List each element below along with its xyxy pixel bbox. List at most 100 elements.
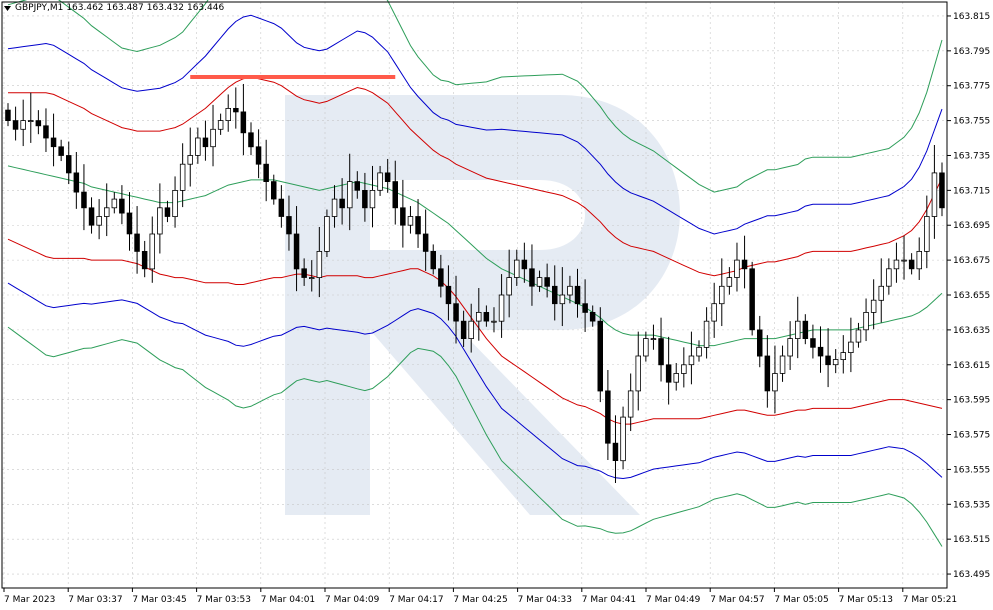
- candle-body: [567, 285, 573, 296]
- price-tick-label: 163.815: [953, 12, 990, 22]
- candle-body: [346, 181, 353, 209]
- candle-body: [422, 233, 429, 252]
- close-value: 163.446: [186, 3, 225, 13]
- candle-body: [696, 346, 702, 357]
- candle-body: [719, 285, 725, 305]
- chart-header: GBPJPY,M1 163.462 163.487 163.432 163.44…: [4, 3, 224, 13]
- candle-body: [688, 355, 695, 366]
- time-tick-label: 7 Mar 04:41: [582, 595, 636, 605]
- candle-body: [141, 250, 148, 270]
- candle-body: [893, 259, 900, 270]
- candle-body: [544, 277, 550, 287]
- candle-body: [901, 259, 907, 262]
- candle-body: [286, 216, 292, 235]
- candle-body: [164, 207, 171, 217]
- candle-body: [658, 338, 664, 366]
- price-tick-label: 163.735: [953, 151, 990, 161]
- candle-body: [111, 198, 118, 209]
- candle-body: [96, 216, 102, 226]
- symbol-label: GBPJPY,M1: [15, 3, 64, 13]
- candle-body: [35, 120, 42, 127]
- candle-body: [354, 181, 360, 191]
- price-tick-label: 163.575: [953, 431, 990, 441]
- candle-body: [202, 137, 209, 148]
- candle-body: [225, 108, 231, 122]
- band-upper-outer: [7, 0, 943, 193]
- candle-body: [589, 311, 596, 322]
- candle-body: [703, 320, 710, 348]
- candle-body: [529, 268, 535, 287]
- candle-body: [58, 146, 64, 156]
- candle-body: [172, 189, 178, 217]
- candle-body: [878, 285, 885, 301]
- time-tick-label: 7 Mar 04:17: [389, 595, 443, 605]
- candle-body: [612, 442, 619, 462]
- candle-body: [179, 163, 186, 191]
- price-tick-label: 163.635: [953, 326, 990, 336]
- candle-body: [263, 163, 269, 182]
- time-tick-label: 7 Mar 04:01: [261, 595, 315, 605]
- candle-body: [817, 346, 824, 357]
- low-value: 163.432: [146, 3, 184, 13]
- candle-body: [27, 120, 34, 122]
- price-tick-label: 163.535: [953, 500, 990, 510]
- candle-body: [855, 329, 862, 343]
- candle-body: [506, 277, 512, 296]
- candle-body: [552, 285, 558, 305]
- candle-body: [514, 259, 520, 278]
- candle-body: [430, 250, 436, 270]
- price-tick-label: 163.555: [953, 465, 990, 475]
- envelope-bands: [7, 0, 943, 547]
- candle-body: [475, 311, 482, 322]
- candle-body: [931, 172, 938, 217]
- candle-body: [438, 268, 444, 287]
- candle-body: [764, 355, 771, 392]
- candle-body: [574, 285, 581, 305]
- candle-body: [779, 355, 786, 374]
- candle-body: [217, 120, 224, 130]
- candlesticks: [5, 83, 945, 484]
- candle-body: [134, 233, 140, 252]
- candle-body: [407, 216, 414, 226]
- candle-body: [650, 338, 657, 341]
- candle-body: [233, 108, 239, 113]
- candle-body: [210, 128, 216, 148]
- candle-body: [726, 277, 733, 287]
- candle-body: [453, 303, 459, 322]
- time-tick-label: 7 Mar 05:13: [839, 595, 893, 605]
- time-tick-label: 7 Mar 04:49: [646, 595, 701, 605]
- price-tick-label: 163.755: [953, 117, 990, 127]
- candle-body: [810, 338, 816, 348]
- candle-body: [339, 198, 345, 209]
- candle-body: [795, 320, 801, 340]
- candle-body: [331, 198, 338, 217]
- candle-body: [392, 181, 398, 209]
- candle-body: [187, 155, 193, 165]
- time-tick-label: 7 Mar 04:09: [325, 595, 380, 605]
- candle-body: [377, 172, 383, 191]
- chart-type-icon: [4, 6, 11, 11]
- candle-body: [620, 416, 626, 462]
- candle-body: [362, 189, 368, 209]
- candle-body: [415, 216, 421, 235]
- candle-body: [908, 259, 915, 270]
- price-tick-label: 163.795: [953, 47, 990, 57]
- candle-body: [643, 338, 649, 357]
- candle-body: [681, 364, 687, 374]
- price-tick-label: 163.615: [953, 361, 990, 371]
- candle-body: [521, 259, 528, 270]
- candle-body: [278, 198, 285, 217]
- band-upper-middle: [7, 14, 943, 235]
- candle-body: [711, 303, 717, 322]
- candle-body: [924, 216, 930, 252]
- watermark-shape: [285, 95, 680, 515]
- candle-body: [832, 359, 839, 366]
- price-tick-label: 163.595: [953, 396, 990, 406]
- time-axis: 7 Mar 2023 7 Mar 03:37 7 Mar 03:45 7 Mar 03…: [3, 588, 957, 605]
- candle-body: [468, 320, 474, 340]
- candle-body: [5, 109, 11, 121]
- candle-body: [886, 268, 892, 287]
- price-axis: 163.815 163.795 163.775 163.755 163.735 163.7…: [947, 12, 990, 580]
- candle-body: [157, 207, 163, 235]
